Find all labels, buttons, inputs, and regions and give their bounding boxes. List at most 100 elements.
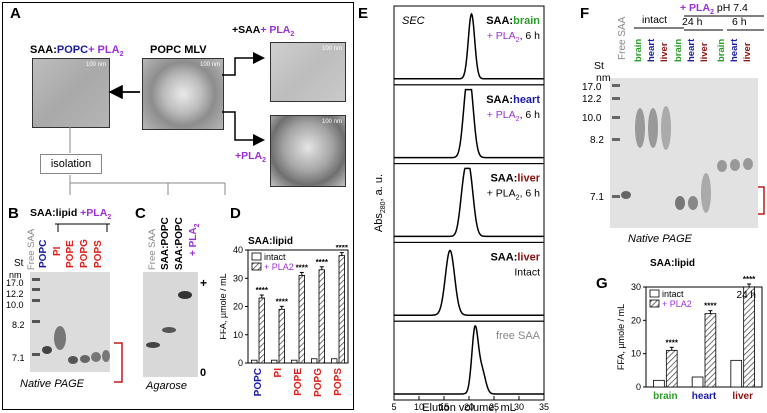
c-agarose-gel [143, 272, 198, 377]
bar [250, 359, 258, 364]
f-red-bracket [758, 186, 765, 215]
significance-label: **** [296, 263, 309, 272]
b-gel-bands [32, 278, 110, 364]
bar [318, 269, 325, 364]
plot-frame [645, 286, 763, 388]
sec-title-tissue: brain [513, 15, 540, 27]
legend-swatch [649, 289, 660, 298]
f-lane-liver-1: liver [659, 42, 670, 62]
mlv-micrograph: 100 nm [142, 58, 224, 130]
b-lane-st: St [14, 258, 24, 269]
c-pla-text: + PLA [188, 227, 199, 256]
y-tick-label: 10 [233, 330, 243, 340]
x-tick-label: 10 [414, 402, 424, 412]
f-lane-brain-2: brain [673, 38, 684, 62]
category-label: brain [653, 391, 677, 402]
legend-swatch [251, 262, 262, 271]
scalebar-label: 100 nm [85, 62, 106, 68]
b-marker-8: 8.2 [12, 320, 25, 330]
bar [743, 286, 755, 388]
b-nm-label: nm [9, 270, 22, 280]
sec-sub-index: 2 [516, 195, 520, 202]
sec-title-tissue: heart [513, 94, 540, 106]
panel-a-arrows [69, 52, 265, 195]
category-label: POPS [333, 368, 344, 396]
f-lane-brain-1: brain [633, 38, 644, 62]
sec-trace-title: SAA:liver [490, 251, 540, 263]
category-label: liver [732, 391, 753, 402]
c-lane-pla2: + PLA2 [188, 223, 201, 256]
category-label: POPE [293, 368, 304, 396]
sec-sub-text: Intact [514, 266, 540, 278]
saa-plus: +SAA [232, 24, 261, 36]
f-marker-12: 12.2 [582, 94, 602, 105]
significance-label: **** [336, 245, 349, 253]
sec-trace-line [394, 249, 544, 316]
f-header-lines [634, 15, 764, 31]
f-nm-label: nm [596, 72, 611, 84]
b-lane-pops: POPS [93, 240, 104, 268]
scalebar-label: 100 nm [321, 119, 342, 125]
y-tick-label: 30 [631, 282, 641, 292]
d-title: SAA:lipid [248, 236, 293, 247]
category-label: POPG [313, 368, 324, 397]
ylabel-sub: 280 [380, 201, 387, 213]
g-title: SAA:lipid [650, 258, 695, 269]
c-lane-saa-popc-pla2: SAA:POPC [174, 217, 185, 270]
c-caption: Agarose [146, 380, 187, 392]
x-tick-label: 30 [514, 402, 524, 412]
significance-label: **** [666, 338, 679, 347]
f-lane-heart-3: heart [729, 38, 740, 62]
sec-title-prefix: SAA: [490, 251, 517, 263]
sec-sub-time: , 6 h [520, 109, 541, 121]
f-lane-heart-1: heart [646, 38, 657, 62]
pla2-micrograph: 100 nm [270, 115, 346, 187]
y-tick-label: 30 [233, 273, 243, 283]
legend-swatch [251, 252, 262, 261]
mlv-title: POPC MLV [150, 44, 207, 56]
panel-b-title: SAA:lipid +PLA2 [30, 207, 111, 221]
pla2-only-sub: 2 [262, 157, 267, 165]
f-lane-liver-3: liver [742, 42, 753, 62]
y-axis-label: FFA, µmole / mL [616, 304, 626, 370]
panel-b-bracket [55, 223, 110, 232]
panel-label-c: C [135, 205, 146, 222]
significance-label: **** [256, 286, 269, 295]
b-title-saa: SAA:lipid [30, 207, 78, 219]
y-axis-label: FFA, µmole / mL [220, 273, 228, 339]
ylabel-unit: , a. u. [373, 174, 385, 202]
f-lane-heart-2: heart [686, 38, 697, 62]
sec-sub-index: 2 [516, 37, 520, 44]
saa-popc-pla2-title: SAA:POPC+ PLA2 [30, 44, 123, 58]
sec-sub-text: + PLA [487, 30, 516, 42]
sec-trace-title: SAA:liver [490, 173, 540, 185]
significance-label: **** [704, 302, 717, 311]
f-lane-brain-3: brain [716, 38, 727, 62]
b-native-page-gel [30, 272, 110, 372]
sec-trace-line [394, 325, 544, 395]
legend-label: + PLA2 [264, 262, 294, 272]
ylabel-main: Abs [373, 213, 385, 232]
category-label: POPC [253, 368, 264, 396]
sec-title-tissue: liver [517, 251, 540, 263]
f-pla-text: + PLA [680, 2, 711, 14]
b-title-sub: 2 [107, 214, 112, 222]
y-tick-label: 20 [233, 302, 243, 312]
pla2-text: + PLA [260, 24, 291, 36]
title-sub: 2 [119, 51, 124, 59]
g-time-label: 24 h [737, 290, 756, 301]
significance-label: **** [316, 258, 329, 267]
title-saa: SAA: [30, 44, 57, 56]
f-lane-liver-2: liver [699, 42, 710, 62]
bar [291, 359, 298, 364]
f-6h-label: 6 h [732, 16, 747, 28]
panel-label-e: E [358, 5, 369, 22]
saa-pla2-label: +SAA+ PLA2 [232, 24, 294, 38]
legend-label: intact [662, 289, 684, 299]
c-lane2-text: SAA:POPC [160, 217, 171, 270]
sec-title-prefix: SAA: [490, 173, 517, 185]
sec-title-prefix: SAA: [486, 15, 513, 27]
f-ph: pH 7.4 [713, 2, 748, 14]
b-lane-pope: POPE [65, 240, 76, 268]
sec-title-tissue: free SAA [496, 330, 541, 342]
